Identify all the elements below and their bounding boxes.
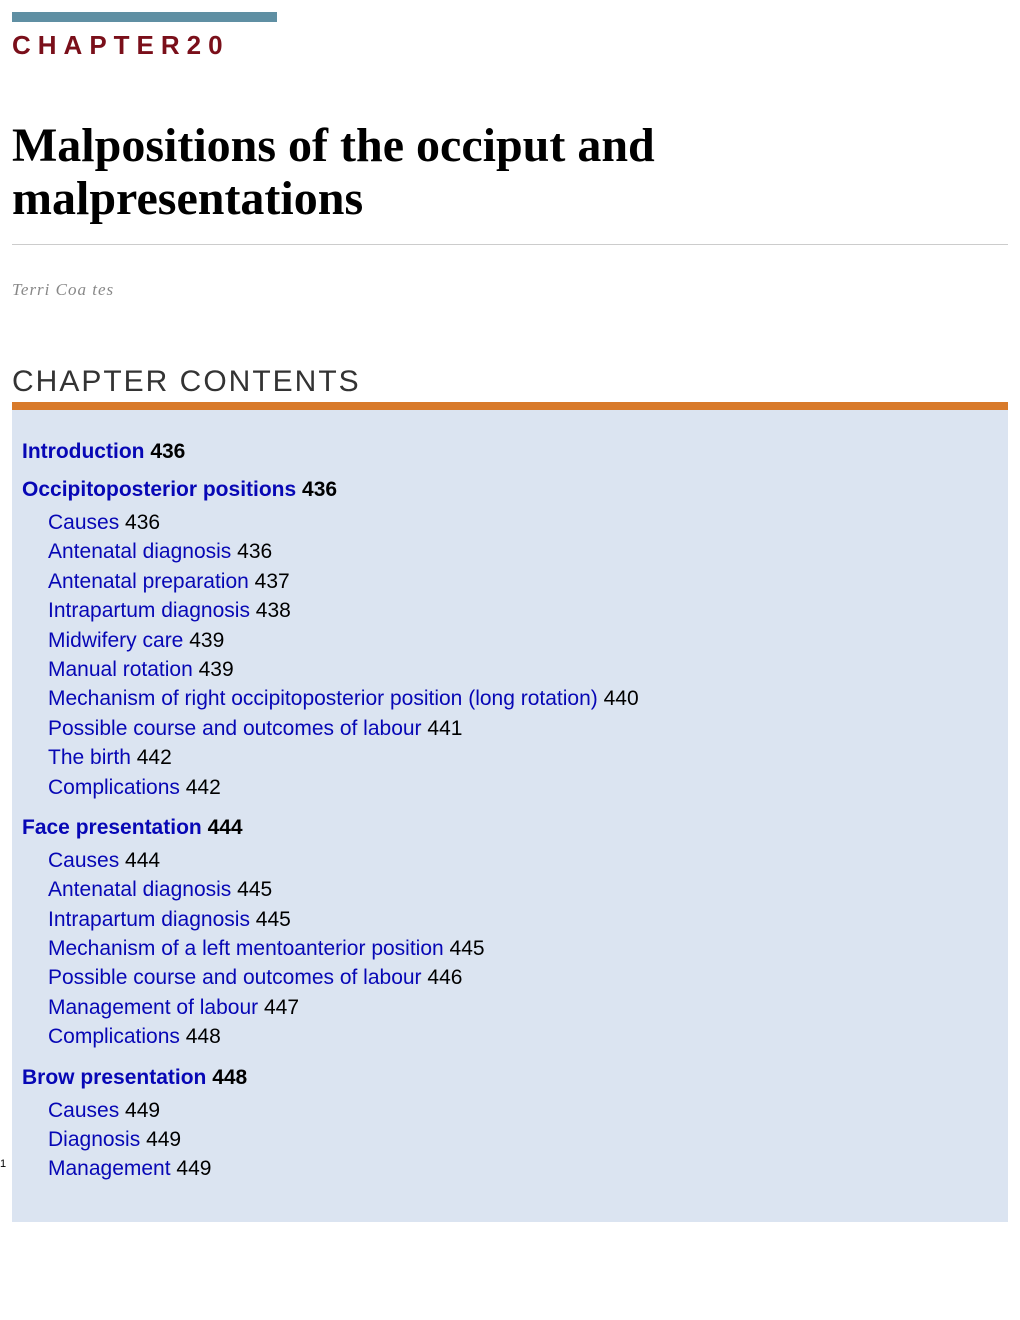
toc-subentry: Intrapartum diagnosis 438	[48, 596, 998, 625]
toc-link[interactable]: Mechanism of right occipitoposterior pos…	[48, 687, 598, 710]
toc-page: 439	[189, 629, 224, 652]
toc-link[interactable]: The birth	[48, 746, 131, 769]
toc-page: 445	[450, 937, 485, 960]
author-name: Terri Coa tes	[12, 280, 114, 300]
toc-page: 436	[302, 478, 337, 501]
contents-box: Introduction 436 Occipitoposterior posit…	[12, 410, 1008, 1222]
toc-link[interactable]: Causes	[48, 511, 119, 534]
page-number: 1	[0, 1158, 6, 1170]
toc-page: 445	[237, 878, 272, 901]
toc-entry-brow-presentation: Brow presentation 448	[22, 1066, 998, 1090]
toc-page: 436	[150, 440, 185, 463]
toc-link[interactable]: Occipitoposterior positions	[22, 478, 296, 501]
toc-subentry: Antenatal preparation 437	[48, 567, 998, 596]
chapter-title: Malpositions of the occiput and malprese…	[12, 120, 1008, 245]
toc-link[interactable]: Intrapartum diagnosis	[48, 599, 250, 622]
toc-subentry: Causes 449	[48, 1096, 998, 1125]
toc-page: 448	[212, 1066, 247, 1089]
contents-accent-bar	[12, 402, 1008, 410]
toc-page: 442	[137, 746, 172, 769]
header-accent-bar	[12, 12, 277, 22]
toc-subentry: Mechanism of right occipitoposterior pos…	[48, 684, 998, 713]
toc-link[interactable]: Causes	[48, 849, 119, 872]
toc-section: Brow presentation 448 Causes 449 Diagnos…	[22, 1066, 998, 1184]
toc-link[interactable]: Possible course and outcomes of labour	[48, 966, 422, 989]
toc-link[interactable]: Antenatal preparation	[48, 570, 249, 593]
toc-page: 436	[125, 511, 160, 534]
toc-link[interactable]: Introduction	[22, 440, 144, 463]
toc-page: 449	[146, 1128, 181, 1151]
chapter-label: CHAPTER20	[12, 30, 230, 61]
toc-link[interactable]: Antenatal diagnosis	[48, 540, 231, 563]
toc-page: 444	[208, 816, 243, 839]
toc-page: 444	[125, 849, 160, 872]
toc-link[interactable]: Diagnosis	[48, 1128, 140, 1151]
toc-subentry: Complications 442	[48, 773, 998, 802]
toc-subentry: Mechanism of a left mentoanterior positi…	[48, 934, 998, 963]
toc-subentry: Possible course and outcomes of labour 4…	[48, 714, 998, 743]
toc-page: 440	[604, 687, 639, 710]
toc-page: 441	[427, 717, 462, 740]
toc-link[interactable]: Management of labour	[48, 996, 258, 1019]
toc-section: Occipitoposterior positions 436 Causes 4…	[22, 478, 998, 802]
toc-entry-face-presentation: Face presentation 444	[22, 816, 998, 840]
toc-subentry: Intrapartum diagnosis 445	[48, 905, 998, 934]
toc-page: 448	[186, 1025, 221, 1048]
toc-link[interactable]: Complications	[48, 1025, 180, 1048]
toc-subentry: Management 449	[48, 1154, 998, 1183]
toc-link[interactable]: Brow presentation	[22, 1066, 206, 1089]
toc-page: 436	[237, 540, 272, 563]
toc-page: 449	[125, 1099, 160, 1122]
toc-subentry: Complications 448	[48, 1022, 998, 1051]
toc-subentry: Antenatal diagnosis 436	[48, 537, 998, 566]
toc-page: 442	[186, 776, 221, 799]
toc-link[interactable]: Complications	[48, 776, 180, 799]
toc-link[interactable]: Face presentation	[22, 816, 202, 839]
toc-page: 439	[199, 658, 234, 681]
toc-subentry: Causes 444	[48, 846, 998, 875]
toc-link[interactable]: Possible course and outcomes of labour	[48, 717, 422, 740]
toc-page: 449	[176, 1157, 211, 1180]
toc-subentry: Manual rotation 439	[48, 655, 998, 684]
toc-link[interactable]: Antenatal diagnosis	[48, 878, 231, 901]
toc-entry-occipitoposterior: Occipitoposterior positions 436	[22, 478, 998, 502]
toc-link[interactable]: Intrapartum diagnosis	[48, 908, 250, 931]
toc-page: 447	[264, 996, 299, 1019]
toc-subentry: Midwifery care 439	[48, 626, 998, 655]
toc-page: 437	[255, 570, 290, 593]
toc-page: 445	[256, 908, 291, 931]
toc-link[interactable]: Manual rotation	[48, 658, 193, 681]
toc-link[interactable]: Causes	[48, 1099, 119, 1122]
toc-subentry: Antenatal diagnosis 445	[48, 875, 998, 904]
toc-subentry: Management of labour 447	[48, 993, 998, 1022]
contents-heading: CHAPTER CONTENTS	[12, 365, 361, 399]
toc-entry-introduction: Introduction 436	[22, 440, 998, 464]
toc-link[interactable]: Midwifery care	[48, 629, 183, 652]
toc-subentry: Diagnosis 449	[48, 1125, 998, 1154]
toc-section: Introduction 436	[22, 440, 998, 464]
toc-page: 438	[256, 599, 291, 622]
toc-subentry: The birth 442	[48, 743, 998, 772]
toc-subentry: Possible course and outcomes of labour 4…	[48, 963, 998, 992]
toc-link[interactable]: Management	[48, 1157, 171, 1180]
toc-subentry: Causes 436	[48, 508, 998, 537]
toc-link[interactable]: Mechanism of a left mentoanterior positi…	[48, 937, 444, 960]
toc-page: 446	[427, 966, 462, 989]
toc-section: Face presentation 444 Causes 444 Antenat…	[22, 816, 998, 1052]
